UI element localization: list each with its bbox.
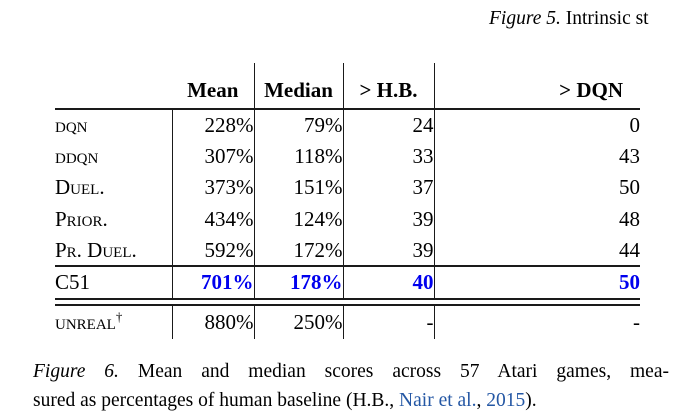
cell-mean: 373% (171, 172, 254, 203)
row-label: Prior. (55, 206, 108, 231)
figure6-caption-line2: sured as percentages of human baseline (… (33, 387, 669, 416)
cell-hb: 39 (342, 235, 434, 266)
cell-hb: - (342, 304, 434, 339)
cell-dqn: 50 (433, 265, 640, 299)
cell-dqn: 44 (433, 235, 640, 266)
table-header-row: Mean Median > H.B. > DQN (55, 63, 640, 110)
figure6-label: Figure 6. (33, 361, 119, 382)
row-label: ddqn (55, 143, 99, 168)
citation-link-nair[interactable]: Nair et al. (399, 389, 477, 411)
cell-mean: 434% (171, 203, 254, 235)
cell-mean: 307% (171, 140, 254, 172)
header-above-dqn: > DQN (433, 63, 640, 110)
unreal-label: unreal (55, 309, 116, 334)
cell-mean: 701% (171, 265, 254, 299)
dagger-footnote-marker: † (115, 308, 123, 324)
cell-hb: 40 (342, 265, 434, 299)
cell-dqn: 50 (433, 172, 640, 203)
table-row-duel: Duel. 373% 151% 37 50 (55, 172, 640, 203)
table-row-prior: Prior. 434% 124% 39 48 (55, 203, 640, 235)
double-rule-spacer (55, 298, 640, 306)
cell-dqn: - (433, 304, 640, 339)
header-median: Median (253, 63, 343, 110)
figure6-text-line2: sured as percentages of human baseline (… (33, 389, 400, 411)
cell-hb: 39 (342, 203, 434, 235)
citation-separator: , (476, 389, 487, 411)
figure5-label: Figure 5. (489, 8, 561, 29)
row-label: Pr. Duel. (55, 237, 137, 262)
cell-median: 79% (253, 109, 343, 140)
results-table: Mean Median > H.B. > DQN dqn 228% 79% 24… (55, 63, 640, 339)
cell-dqn: 48 (433, 203, 640, 235)
table-row-ddqn: ddqn 307% 118% 33 43 (55, 140, 640, 172)
cell-mean: 880% (171, 304, 254, 339)
header-mean: Mean (172, 63, 254, 110)
cell-dqn: 0 (433, 109, 640, 140)
cell-median: 172% (253, 235, 343, 266)
row-label: C51 (55, 265, 172, 299)
figure5-text: Intrinsic st (560, 8, 649, 29)
table-row-pr-duel: Pr. Duel. 592% 172% 39 44 (55, 235, 640, 266)
cell-hb: 33 (342, 140, 434, 172)
figure6-text-line1: Mean and median scores across 57 Atari g… (118, 361, 669, 382)
figure6-text-end: ). (525, 389, 537, 411)
row-label: dqn (55, 112, 88, 137)
table-row-dqn: dqn 228% 79% 24 0 (55, 109, 640, 140)
cell-median: 151% (253, 172, 343, 203)
citation-link-year[interactable]: 2015 (486, 389, 526, 411)
cell-hb: 37 (342, 172, 434, 203)
cell-hb: 24 (342, 109, 434, 140)
cell-mean: 228% (171, 109, 254, 140)
cell-dqn: 43 (433, 140, 640, 172)
cell-median: 118% (253, 140, 343, 172)
header-corner-cell (55, 63, 172, 110)
cell-median: 178% (253, 265, 343, 299)
figure5-caption: Figure 5. Intrinsic st (489, 8, 649, 30)
row-label: unreal† (55, 305, 172, 339)
figure6-caption-line1: Figure 6. Mean and median scores across … (33, 358, 669, 387)
header-above-hb: > H.B. (342, 63, 434, 110)
cell-median: 124% (253, 203, 343, 235)
row-label: Duel. (55, 175, 105, 199)
figure6-caption: Figure 6. Mean and median scores across … (33, 358, 669, 415)
cell-mean: 592% (171, 235, 254, 266)
table-row-unreal: unreal† 880% 250% - - (55, 304, 640, 339)
table-row-c51-highlight: C51 701% 178% 40 50 (55, 265, 640, 299)
cell-median: 250% (253, 304, 343, 339)
